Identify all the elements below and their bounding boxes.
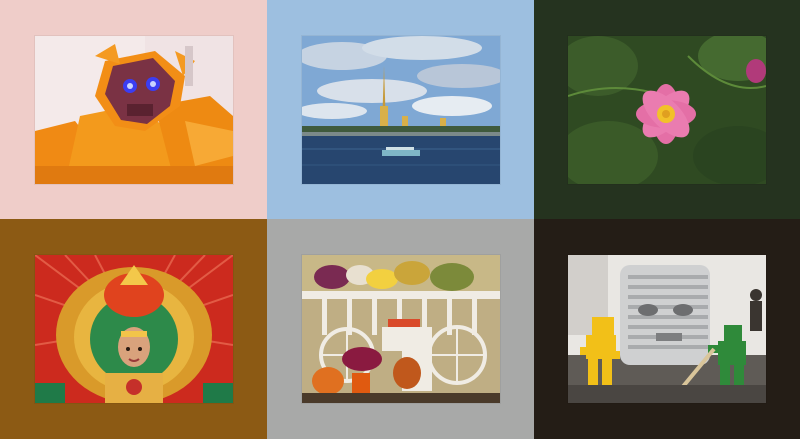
photo-costume[interactable] [34, 255, 233, 403]
river-skyline-image [301, 35, 500, 184]
tile-4 [0, 219, 267, 439]
photo-robot-head[interactable] [34, 35, 233, 184]
tile-3 [534, 0, 800, 219]
photo-harvest-cart[interactable] [301, 255, 500, 403]
costume-image [34, 255, 233, 403]
tile-6 [534, 219, 800, 439]
pink-flower-image [568, 35, 766, 184]
robot-head-image [34, 35, 233, 184]
harvest-cart-image [301, 255, 500, 403]
lego-sculpture-image [568, 255, 766, 403]
tile-1 [0, 0, 267, 219]
tile-2 [267, 0, 534, 219]
photo-river-skyline[interactable] [301, 35, 500, 184]
tile-5 [267, 219, 534, 439]
photo-pink-flower[interactable] [568, 35, 766, 184]
photo-lego-sculpture[interactable] [568, 255, 766, 403]
